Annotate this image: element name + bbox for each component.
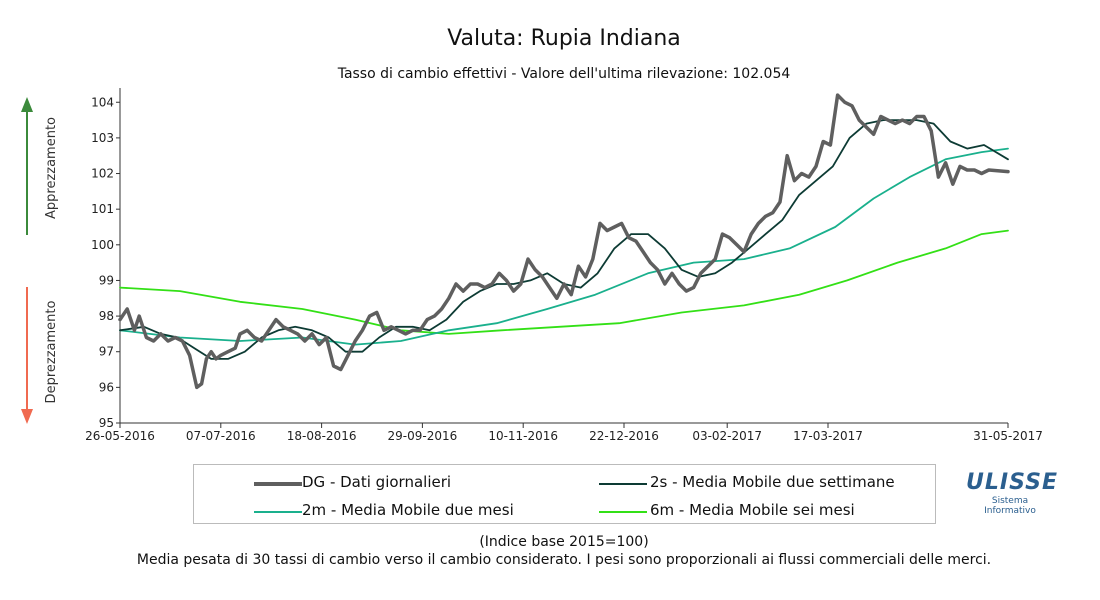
footer-note-method: Media pesata di 30 tassi di cambio verso…	[136, 552, 992, 568]
x-tick-label: 07-07-2016	[186, 429, 256, 443]
y-tick-label: 100	[91, 238, 114, 252]
y-tick-label: 95	[99, 416, 114, 430]
series-layer	[118, 93, 1010, 390]
y-tick-label: 101	[91, 202, 114, 216]
legend-label-6m: 6m - Media Mobile sei mesi	[650, 501, 855, 519]
x-tick-label: 22-12-2016	[589, 429, 659, 443]
x-tick-label: 31-05-2017	[973, 429, 1043, 443]
ulisse-logo: ULISSE Sistema Informativo	[966, 470, 1059, 516]
apprezzamento-arrow-head	[21, 97, 33, 112]
chart-title: Valuta: Rupia Indiana	[447, 26, 681, 51]
logo-line2: Informativo	[984, 506, 1036, 516]
logo-main-text: ULISSE	[966, 470, 1059, 495]
side-arrows: Apprezzamento Deprezzamento	[21, 97, 59, 424]
legend-swatch-2s	[599, 483, 647, 485]
legend-label-dg: DG - Dati giornalieri	[302, 473, 452, 491]
series-line-2m	[119, 147, 1009, 346]
series-line-6m	[119, 229, 1009, 335]
x-tick-label: 18-08-2016	[287, 429, 357, 443]
legend-label-2m: 2m - Media Mobile due mesi	[302, 501, 514, 519]
series-line-2s	[119, 119, 1009, 360]
y-tick-label: 96	[99, 380, 114, 394]
axes: 95 96 97 98 99 100 101 102 103 104 26-05-2016 07-07…	[85, 88, 1043, 443]
deprezzamento-label: Deprezzamento	[44, 301, 59, 404]
logo-line1: Sistema	[991, 496, 1029, 506]
legend-label-2s: 2s - Media Mobile due settimane	[650, 473, 895, 491]
legend-swatch-2m	[254, 511, 302, 513]
x-tick-label: 10-11-2016	[488, 429, 558, 443]
x-tick-label: 03-02-2017	[692, 429, 762, 443]
deprezzamento-arrow-head	[21, 409, 33, 424]
y-tick-label: 97	[99, 345, 114, 359]
chart-subtitle: Tasso di cambio effettivi - Valore dell'…	[0, 66, 1100, 82]
last-value: 102.054	[732, 66, 791, 82]
x-tick-label: 29-09-2016	[388, 429, 458, 443]
x-tick-label: 17-03-2017	[793, 429, 863, 443]
y-tick-label: 99	[99, 273, 114, 287]
apprezzamento-label: Apprezzamento	[44, 117, 59, 219]
subtitle-prefix: Tasso di cambio effettivi - Valore dell'…	[337, 66, 728, 82]
legend-swatch-6m	[599, 511, 647, 513]
y-tick-label: 104	[91, 95, 114, 109]
y-tick-label: 98	[99, 309, 114, 323]
legend-swatch-dg	[254, 482, 302, 486]
y-tick-label: 102	[91, 167, 114, 181]
x-tick-label: 26-05-2016	[85, 429, 155, 443]
y-tick-label: 103	[91, 131, 114, 145]
legend: DG - Dati giornalieri 2s - Media Mobile …	[193, 464, 936, 524]
series-line-dg	[118, 93, 1010, 390]
footer-note-base: (Indice base 2015=100)	[479, 534, 649, 550]
